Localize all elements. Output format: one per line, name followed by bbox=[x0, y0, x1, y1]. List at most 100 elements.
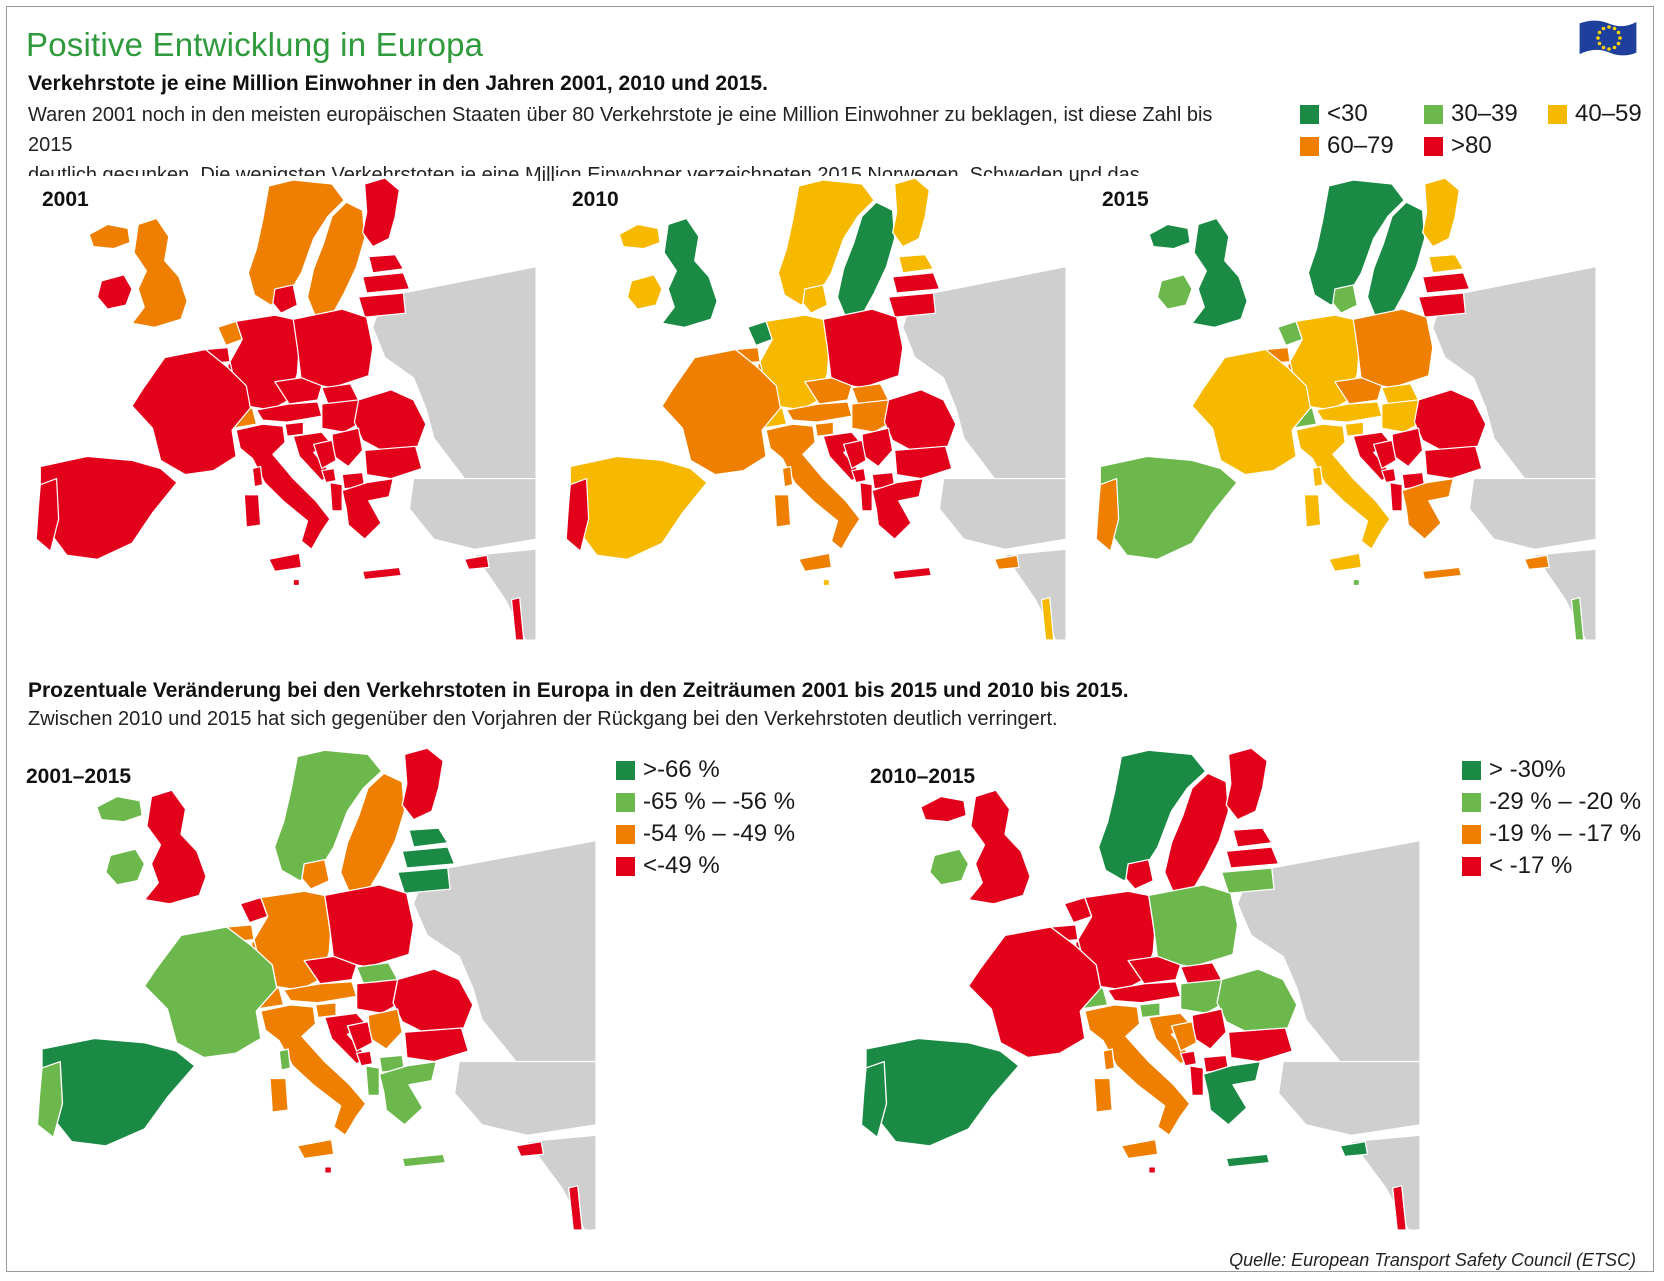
map-label-2001-2015: 2001–2015 bbox=[26, 765, 132, 788]
country-dk bbox=[272, 284, 298, 314]
legend-label: >-66 % bbox=[643, 756, 720, 783]
non-eu-land bbox=[1432, 266, 1596, 480]
flag-star bbox=[1612, 26, 1617, 31]
non-eu-land bbox=[902, 266, 1066, 480]
country-cz bbox=[1334, 377, 1383, 405]
legend-rate: <30 30–39 40–59 60–79 >80 bbox=[1300, 100, 1660, 170]
map-2010 bbox=[556, 176, 1066, 640]
non-eu-land bbox=[1469, 478, 1596, 550]
legend-label: -65 % – -56 % bbox=[643, 788, 796, 815]
country-ee bbox=[1232, 827, 1273, 848]
country-ie bbox=[96, 274, 133, 310]
country-ba bbox=[1373, 439, 1397, 470]
country-cy bbox=[463, 554, 490, 570]
legend-rate-item: 60–79 bbox=[1300, 132, 1394, 160]
legend-swatch bbox=[1300, 104, 1319, 124]
non-eu-land bbox=[372, 266, 536, 480]
country-fi bbox=[1421, 177, 1460, 248]
country-se bbox=[339, 772, 406, 894]
page-title: Positive Entwicklung in Europa bbox=[26, 26, 484, 63]
country-dk bbox=[1125, 859, 1154, 890]
country-bg bbox=[1424, 445, 1483, 480]
country-pl bbox=[1147, 884, 1239, 968]
country-ee bbox=[368, 254, 405, 274]
legend-label: <-49 % bbox=[643, 852, 720, 879]
legend-change-2001-2015: >-66 % -65 % – -56 % -54 % – -49 % <-49 % bbox=[616, 756, 826, 896]
country-fi bbox=[891, 177, 930, 248]
country-sardinia bbox=[243, 494, 262, 528]
country-uk bbox=[143, 789, 207, 905]
country-me bbox=[1381, 467, 1397, 484]
country-pt bbox=[36, 1061, 64, 1139]
country-dk bbox=[802, 284, 828, 314]
country-crete bbox=[1225, 1153, 1271, 1168]
country-cy bbox=[993, 554, 1020, 570]
country-si bbox=[284, 421, 305, 437]
country-sardinia bbox=[1093, 1077, 1113, 1113]
country-ie bbox=[929, 848, 970, 886]
legend-swatch bbox=[1424, 136, 1443, 156]
country-dk bbox=[1332, 284, 1358, 314]
country-is bbox=[95, 795, 143, 823]
country-lv bbox=[1225, 846, 1280, 869]
country-cz bbox=[274, 377, 323, 405]
country-cz bbox=[303, 955, 358, 985]
country-sardinia bbox=[269, 1077, 289, 1113]
country-ee bbox=[1428, 254, 1465, 274]
non-eu-land bbox=[409, 478, 536, 550]
legend-change-item: -19 % – -17 % bbox=[1462, 820, 1641, 848]
legend-swatch bbox=[1462, 856, 1481, 876]
country-no bbox=[1307, 179, 1405, 306]
country-gr bbox=[341, 478, 394, 540]
country-al bbox=[329, 482, 343, 512]
country-gr bbox=[1202, 1061, 1262, 1126]
non-eu-land bbox=[454, 1061, 596, 1136]
legend-rate-item: <30 bbox=[1300, 100, 1368, 128]
country-fi bbox=[1225, 747, 1268, 821]
country-sicily bbox=[798, 552, 833, 573]
section1-subtitle: Verkehrstote je eine Million Einwohner i… bbox=[28, 72, 768, 95]
source-note: Quelle: European Transport Safety Counci… bbox=[1229, 1250, 1636, 1270]
country-ie bbox=[105, 848, 146, 886]
map-2001-2015 bbox=[26, 746, 596, 1230]
legend-swatch bbox=[1462, 760, 1481, 780]
flag-star bbox=[1616, 41, 1621, 46]
country-corsica bbox=[1102, 1048, 1116, 1071]
legend-label: -19 % – -17 % bbox=[1489, 820, 1642, 847]
country-me bbox=[321, 467, 337, 484]
country-sicily bbox=[1328, 552, 1363, 573]
country-lv bbox=[891, 272, 941, 294]
country-sardinia bbox=[773, 494, 792, 528]
country-cy bbox=[515, 1140, 545, 1157]
country-is bbox=[618, 223, 661, 250]
flag-star bbox=[1596, 36, 1600, 40]
legend-change-item: -54 % – -49 % bbox=[616, 820, 795, 848]
non-eu-land bbox=[939, 478, 1066, 550]
country-pt bbox=[565, 478, 590, 552]
map-label-2010: 2010 bbox=[572, 188, 619, 211]
country-sicily bbox=[296, 1138, 335, 1160]
country-bg bbox=[1227, 1027, 1294, 1063]
country-is bbox=[1148, 223, 1191, 250]
country-no bbox=[247, 179, 345, 306]
country-fi bbox=[361, 177, 400, 248]
country-no bbox=[777, 179, 875, 306]
country-lt bbox=[357, 292, 407, 318]
legend-label: 30–39 bbox=[1451, 100, 1518, 127]
country-gr bbox=[378, 1061, 438, 1126]
country-dk bbox=[301, 859, 330, 890]
non-eu-land bbox=[413, 840, 596, 1063]
map-change-0-svg bbox=[26, 746, 596, 1230]
map-rate-1-svg bbox=[556, 176, 1066, 640]
legend-label: 40–59 bbox=[1575, 100, 1642, 127]
country-lv bbox=[1421, 272, 1471, 294]
legend-change-item: >-66 % bbox=[616, 756, 720, 784]
country-mt bbox=[292, 578, 300, 587]
country-gr bbox=[871, 478, 924, 540]
legend-rate-item: 30–39 bbox=[1424, 100, 1518, 128]
section2-title: Prozentuale Veränderung bei den Verkehrs… bbox=[28, 679, 1129, 702]
country-corsica bbox=[781, 465, 794, 488]
legend-label: >80 bbox=[1451, 132, 1492, 159]
map-label-2010-2015: 2010–2015 bbox=[870, 765, 976, 788]
country-ba bbox=[843, 439, 867, 470]
